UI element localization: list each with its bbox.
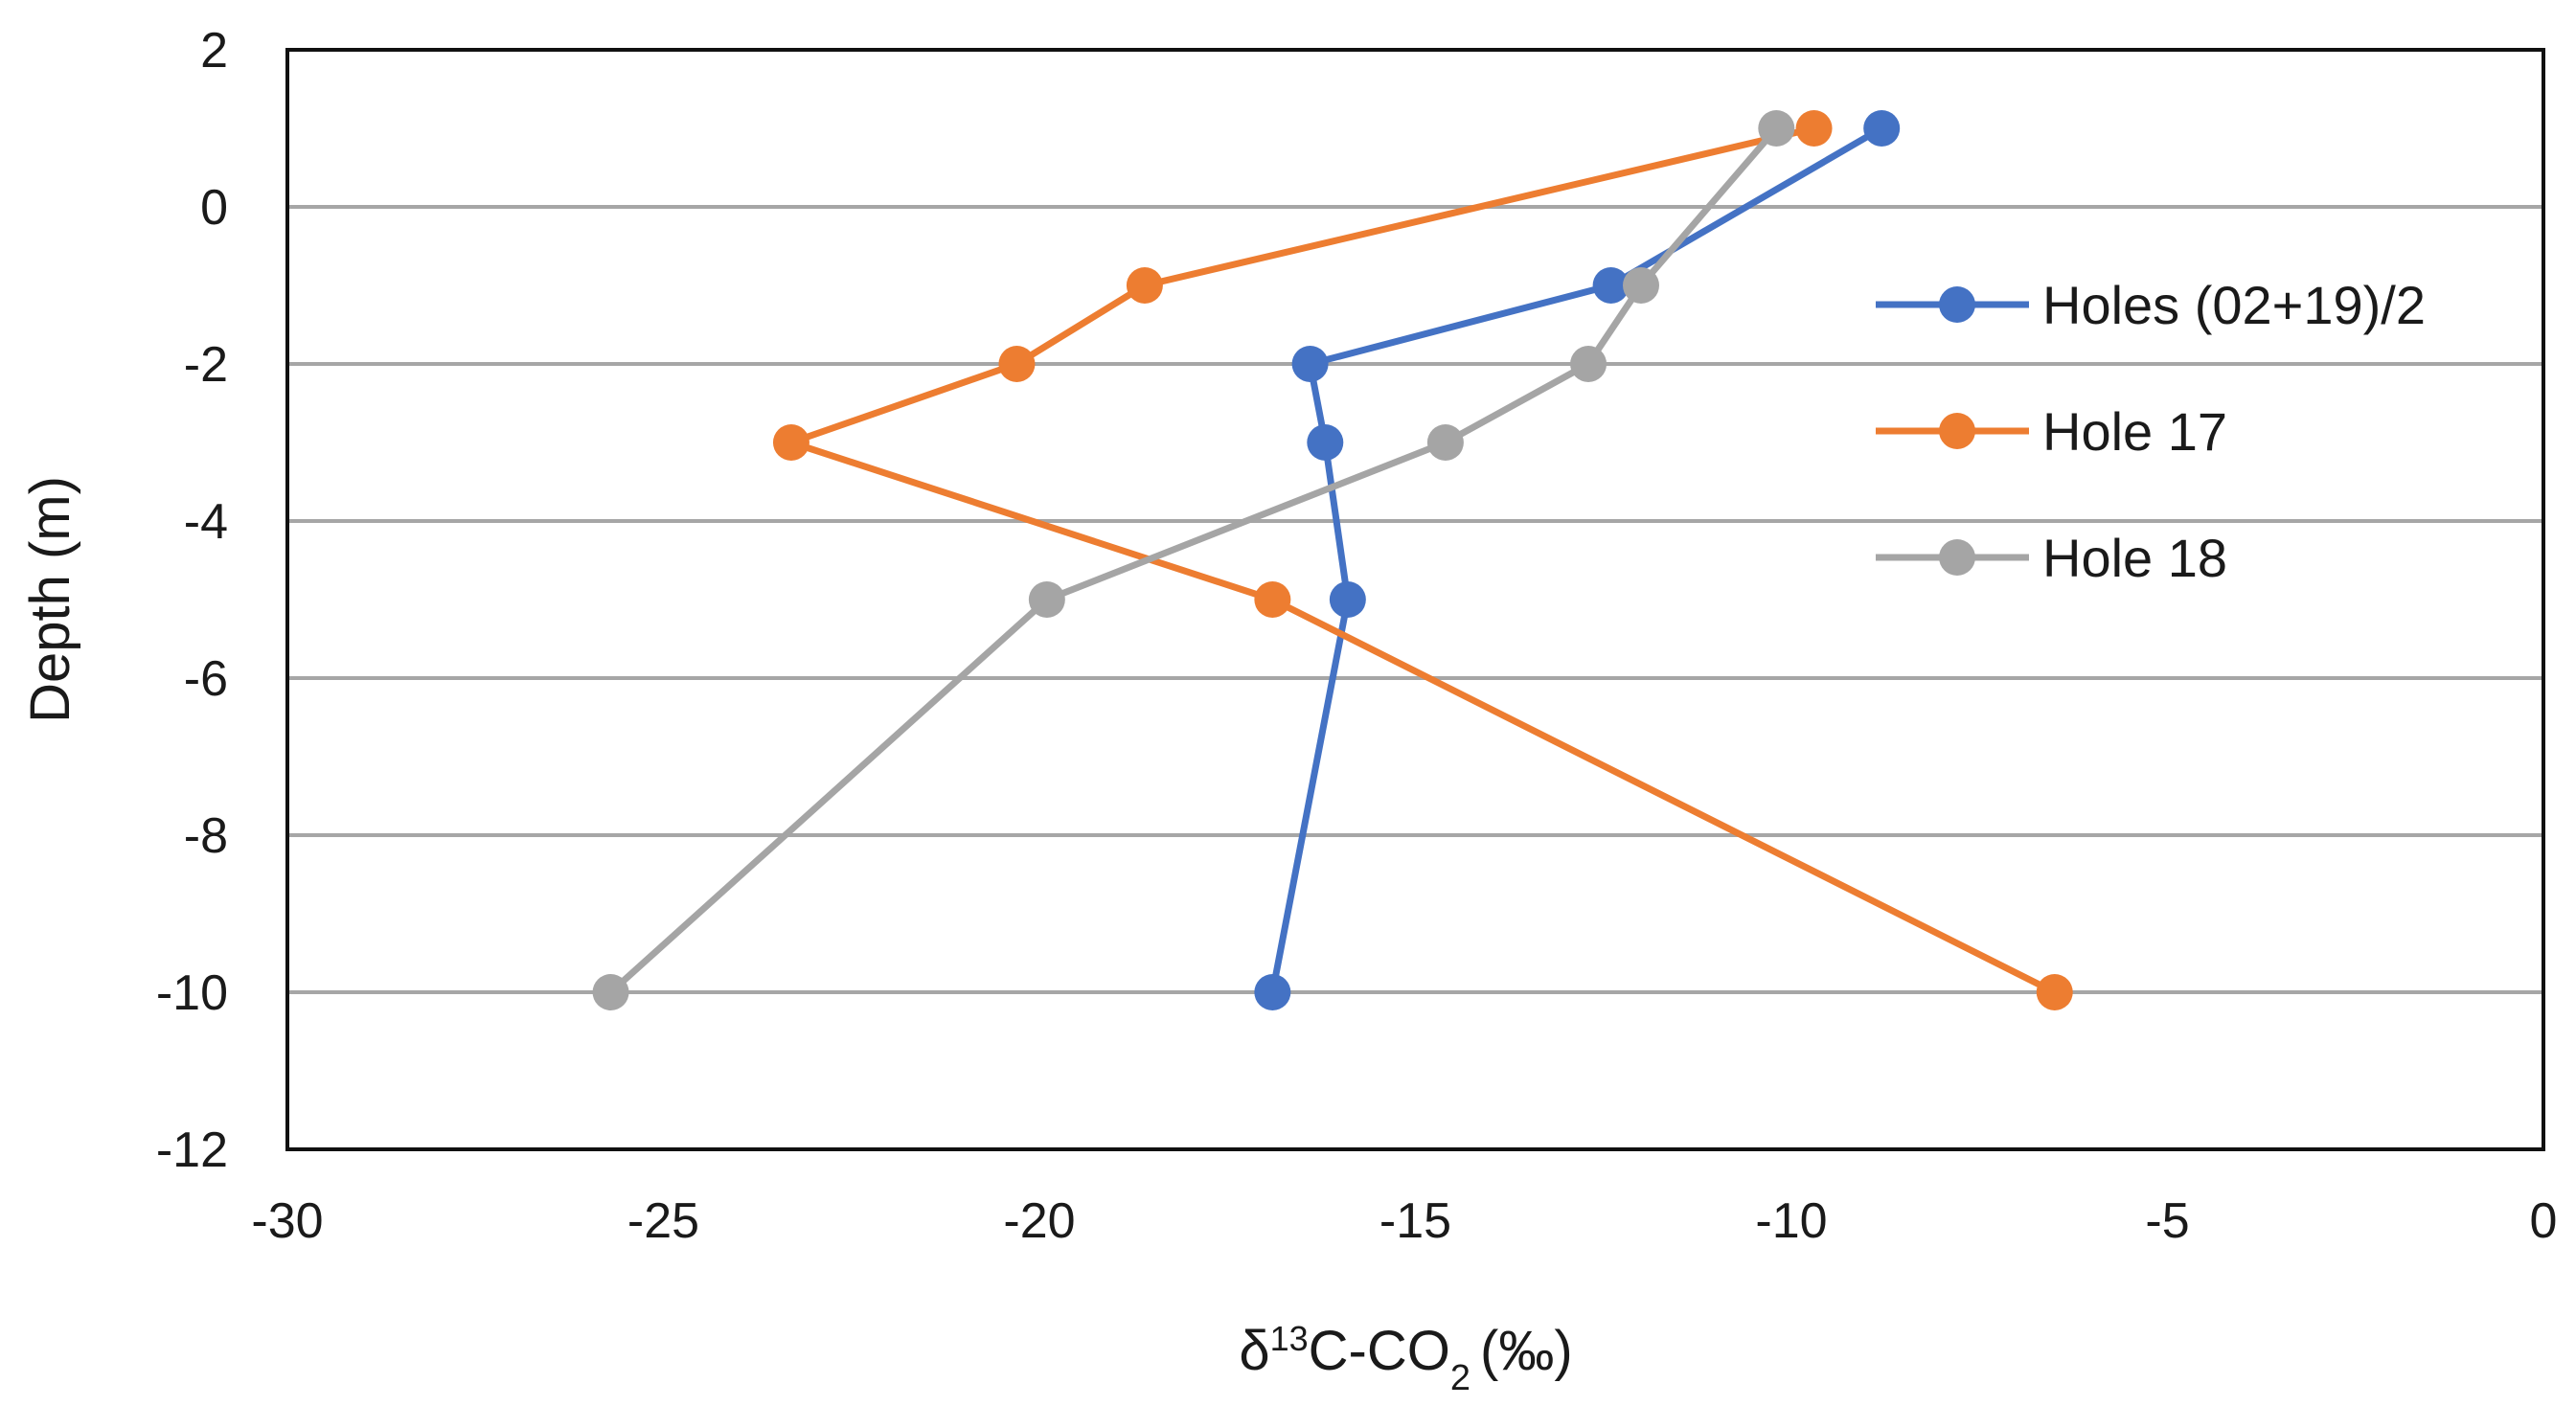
series-3 [592, 110, 1795, 1010]
series-line [1268, 125, 1883, 993]
y-axis-ticks: 2 0 -2 -4 -6 -8 -10 -12 [156, 23, 228, 1178]
series-2 [772, 110, 2073, 1010]
x-tick-label: -15 [1379, 1193, 1451, 1249]
x-axis-title: δ13C-CO2 (‰) [1239, 1319, 1572, 1399]
x-tick-label: -20 [1003, 1193, 1075, 1249]
data-point [1592, 267, 1630, 304]
legend-marker [1939, 539, 1975, 576]
legend-label: Holes (02+19)/2 [2042, 275, 2426, 335]
x-axis-title-subscript: 2 [1450, 1358, 1470, 1398]
y-tick-label: -10 [156, 965, 228, 1021]
data-point [1570, 346, 1607, 382]
legend-label: Hole 17 [2042, 401, 2227, 462]
legend-entry: Hole 18 [1876, 528, 2227, 588]
gridlines [287, 205, 2543, 994]
data-point [1863, 110, 1901, 147]
x-axis-ticks: -30 -25 -20 -15 -10 -5 0 [251, 1193, 2557, 1249]
x-tick-label: -10 [1755, 1193, 1827, 1249]
data-point [1329, 581, 1366, 618]
y-tick-label: 2 [200, 23, 228, 79]
legend-entry: Hole 17 [1876, 401, 2227, 462]
legend-entry: Holes (02+19)/2 [1876, 275, 2426, 335]
legend: Holes (02+19)/2 Hole 17 Hole 18 [1876, 275, 2426, 588]
data-point [1254, 974, 1291, 1010]
y-axis-title: Depth (m) [19, 476, 81, 723]
data-point [1254, 581, 1291, 618]
y-tick-label: -6 [184, 651, 228, 707]
data-point [1758, 110, 1795, 147]
x-tick-label: -30 [251, 1193, 323, 1249]
data-point [592, 974, 629, 1010]
y-tick-label: -4 [184, 494, 228, 550]
data-point [1126, 267, 1163, 304]
x-axis-title-unit: (‰) [1480, 1320, 1573, 1382]
data-point [1307, 424, 1344, 461]
series-line [608, 125, 1779, 995]
legend-marker [1939, 413, 1975, 449]
x-tick-label: 0 [2530, 1193, 2558, 1249]
y-tick-label: 0 [200, 180, 228, 236]
data-point [772, 424, 809, 461]
plot-area-frame [285, 48, 2545, 1151]
data-point [998, 346, 1036, 382]
legend-marker [1939, 286, 1975, 323]
x-axis-title-species: C-CO [1309, 1320, 1450, 1382]
data-point [1623, 267, 1659, 304]
data-point [2036, 974, 2073, 1010]
series-lines [592, 110, 2073, 1010]
data-point [1291, 346, 1329, 382]
x-tick-label: -25 [627, 1193, 699, 1249]
series-line [787, 125, 2057, 996]
y-tick-label: -8 [184, 808, 228, 864]
legend-label: Hole 18 [2042, 528, 2227, 588]
data-point [1028, 581, 1065, 618]
x-axis-title-mass: 13 [1270, 1319, 1309, 1358]
data-point [1795, 110, 1833, 147]
data-point [1426, 424, 1464, 461]
series-1 [1254, 110, 1901, 1010]
y-tick-label: -2 [184, 337, 228, 393]
x-tick-label: -5 [2145, 1193, 2189, 1249]
x-axis-title-delta: δ [1239, 1320, 1269, 1382]
y-tick-label: -12 [156, 1123, 228, 1178]
